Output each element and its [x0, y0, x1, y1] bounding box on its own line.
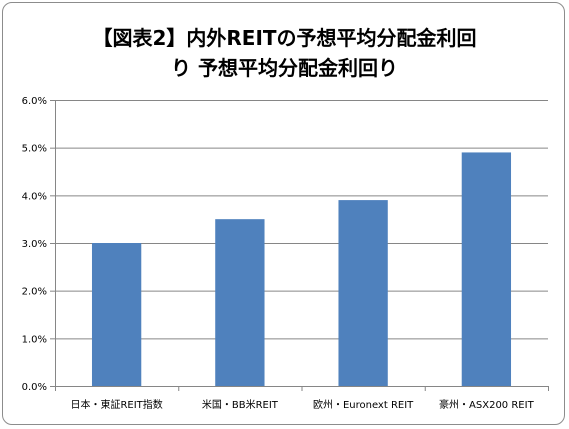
- bar: [338, 200, 388, 386]
- y-tick-label: 6.0%: [22, 96, 47, 107]
- y-tick-label: 2.0%: [22, 287, 47, 298]
- y-tick-label: 5.0%: [22, 144, 47, 155]
- x-tick-label: 豪州・ASX200 REIT: [439, 398, 535, 411]
- bars: [91, 152, 512, 386]
- bar: [215, 219, 265, 386]
- x-tick-label: 米国・BB米REIT: [202, 398, 279, 411]
- y-tick-label: 3.0%: [22, 239, 47, 250]
- chart-title-line-2: り 予想平均分配金利回り: [171, 56, 398, 80]
- x-tick-label: 日本・東証REIT指数: [70, 398, 162, 411]
- bar: [91, 243, 142, 386]
- bar: [461, 152, 512, 386]
- y-tick-label: 4.0%: [22, 191, 47, 202]
- chart-title-line-1: 【図表2】内外REITの予想平均分配金利回: [92, 26, 477, 50]
- x-axis: 日本・東証REIT指数 米国・BB米REIT 欧州・Euronext REIT 豪州・…: [55, 386, 549, 411]
- y-tick-label: 1.0%: [22, 334, 47, 345]
- y-axis: 0.0% 1.0% 2.0% 3.0% 4.0% 5.0% 6.0%: [22, 96, 56, 393]
- x-tick-label: 欧州・Euronext REIT: [313, 399, 414, 411]
- y-tick-label: 0.0%: [22, 382, 47, 393]
